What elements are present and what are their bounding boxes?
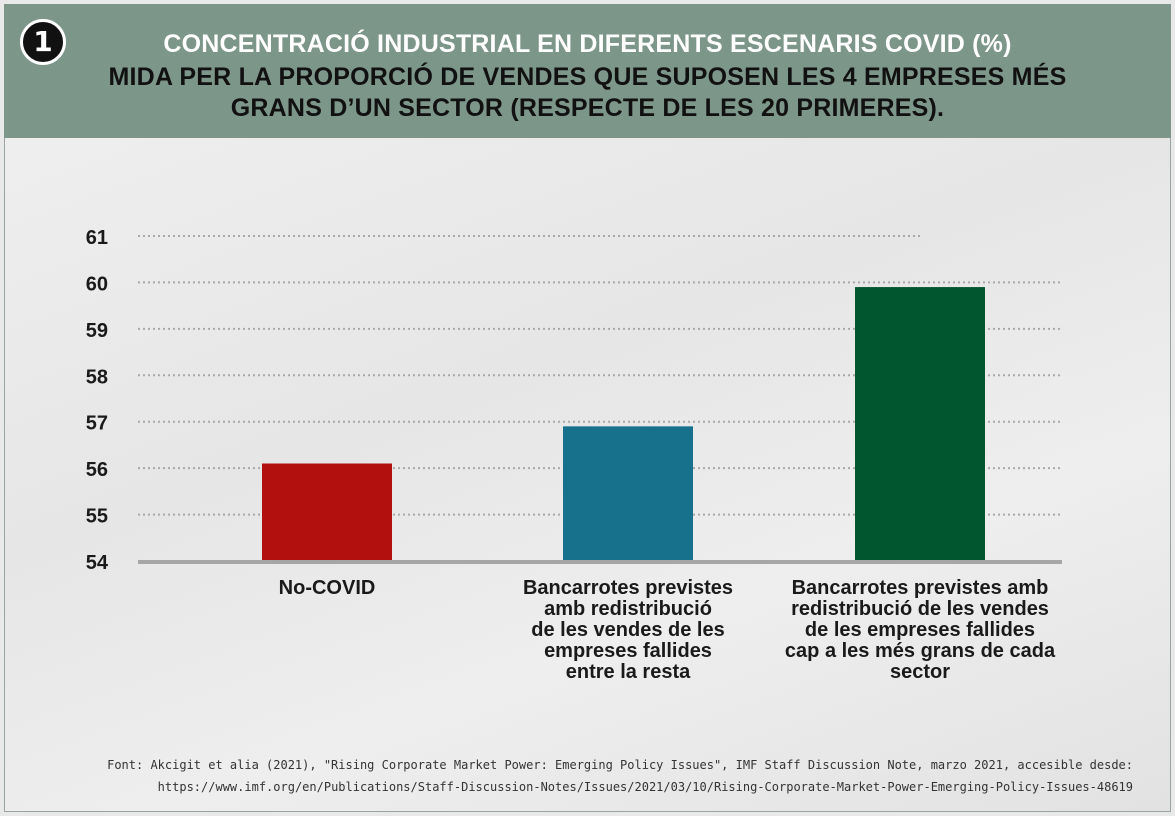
bar-1 <box>262 463 392 561</box>
chart-title-line-2: MIDA PER LA PROPORCIÓ DE VENDES QUE SUPO… <box>108 63 1067 91</box>
bar-3 <box>855 287 985 561</box>
category-label-line: de les empreses fallides <box>804 619 1036 641</box>
y-tick-label: 58 <box>86 366 108 388</box>
chart-title-line-3: GRANS D’UN SECTOR (RESPECTE DE LES 20 PR… <box>230 94 945 122</box>
category-label-line: de les vendes de les <box>531 619 725 641</box>
y-tick-label: 59 <box>86 320 108 342</box>
source-url: https://www.imf.org/en/Publications/Staf… <box>157 780 1133 794</box>
y-tick-label: 54 <box>86 552 109 574</box>
y-tick-label: 56 <box>86 459 108 481</box>
category-label-line: redistribució de les vendes <box>791 598 1049 620</box>
category-label-line: amb redistribució <box>544 598 712 620</box>
category-label-line: empreses fallides <box>544 640 712 662</box>
x-category-label: Bancarrotes previstes amb redistribució de… <box>478 578 778 683</box>
bar-2 <box>563 426 693 561</box>
y-tick-label: 61 <box>86 227 108 249</box>
category-label-line: entre la resta <box>565 661 691 683</box>
title-banner: 1 <box>4 4 1171 138</box>
x-category-label: Bancarrotes previstes amb redistribució d… <box>770 578 1070 683</box>
category-label-line: sector <box>889 661 951 683</box>
y-tick-label: 57 <box>86 413 108 435</box>
x-category-label: No-COVID <box>177 578 477 599</box>
category-label-line: cap a les més grans de cada <box>784 640 1056 662</box>
source-note: Font: Akcigit et alia (2021), "Rising Co… <box>107 758 1133 772</box>
category-label-line: Bancarrotes previstes amb <box>791 577 1049 599</box>
y-tick-label: 60 <box>86 273 108 295</box>
y-tick-label: 55 <box>86 506 108 528</box>
category-label-line: Bancarrotes previstes <box>522 577 734 599</box>
number-badge: 1 <box>20 19 66 65</box>
category-label-line: No-COVID <box>278 577 376 599</box>
chart-title-line-1: CONCENTRACIÓ INDUSTRIAL EN DIFERENTS ESC… <box>163 30 1012 58</box>
